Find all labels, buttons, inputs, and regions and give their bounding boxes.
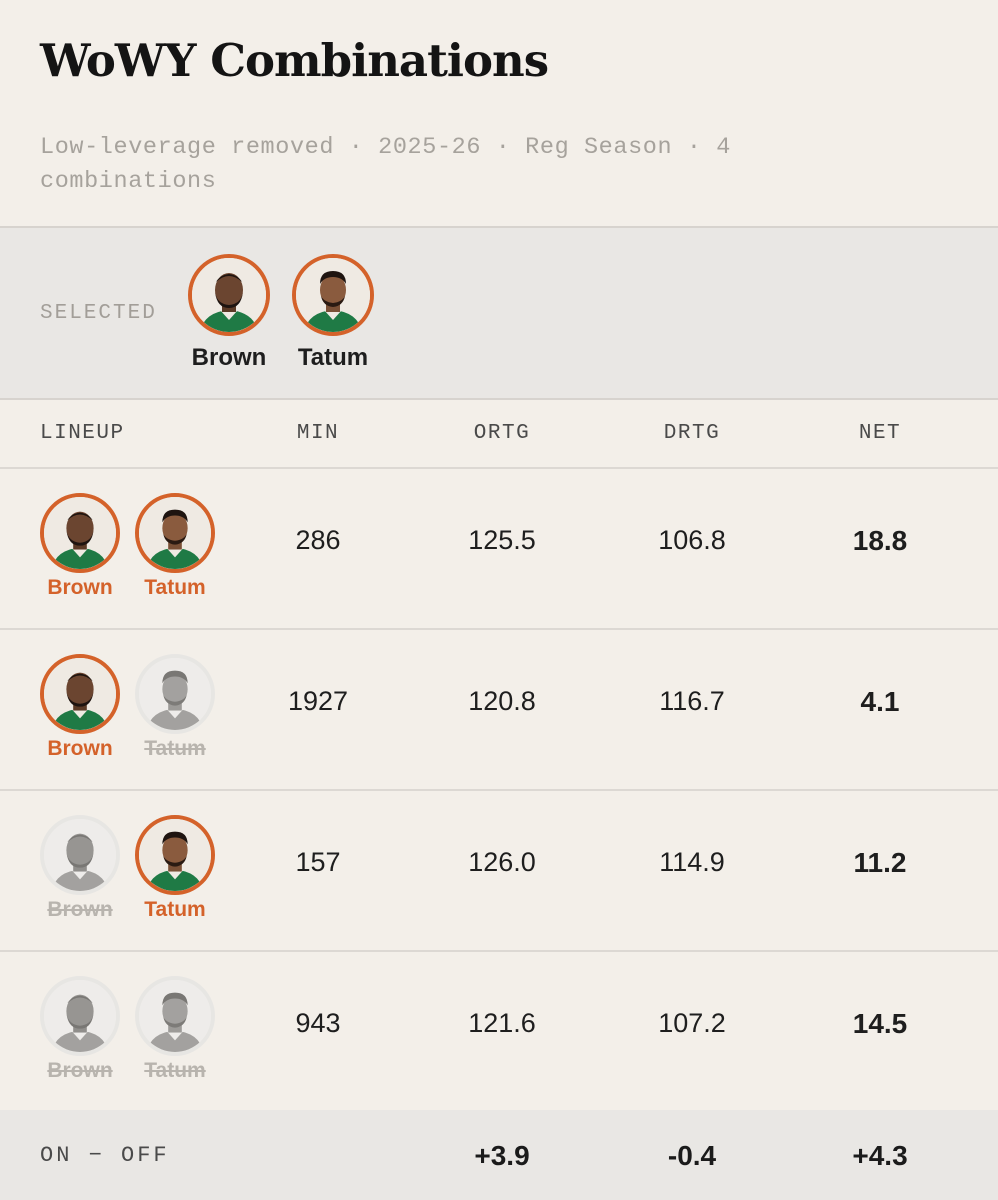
table-row[interactable]: Brown Tatum 157 126.0 114.9 11.2 bbox=[0, 791, 998, 952]
min-cell: 286 bbox=[295, 525, 341, 555]
table-row[interactable]: Brown Tatum 1927 120.8 116.7 4.1 bbox=[0, 630, 998, 791]
page-header: WoWY Combinations Low-leverage removed ·… bbox=[0, 0, 998, 225]
lineup-player-name: Brown bbox=[47, 1059, 113, 1082]
lineup-player-tatum: Tatum bbox=[133, 654, 217, 761]
player-headshot-icon bbox=[40, 493, 120, 573]
on-off-summary-row: ON − OFF +3.9 -0.4 +4.3 bbox=[0, 1110, 998, 1200]
ortg-cell: 126.0 bbox=[468, 847, 536, 877]
table-header: LINEUP MIN ORTG DRTG NET bbox=[0, 399, 998, 469]
ortg-cell: 120.8 bbox=[468, 686, 536, 716]
on-off-label: ON − OFF bbox=[40, 1143, 170, 1168]
lineup-player-name: Brown bbox=[47, 898, 113, 921]
net-cell: 4.1 bbox=[860, 686, 900, 717]
table-row[interactable]: Brown Tatum 943 121.6 107.2 14.5 bbox=[0, 952, 998, 1113]
player-headshot-icon bbox=[188, 254, 270, 336]
page-title: WoWY Combinations bbox=[40, 34, 549, 87]
column-header-lineup[interactable]: LINEUP bbox=[40, 422, 125, 445]
lineup-player-name: Tatum bbox=[144, 898, 206, 921]
lineup-cell: Brown Tatum bbox=[38, 976, 218, 1096]
lineup-player-name: Tatum bbox=[144, 737, 206, 760]
player-headshot-icon bbox=[40, 976, 120, 1056]
selected-label: SELECTED bbox=[40, 302, 157, 325]
selected-player-name: Brown bbox=[191, 344, 267, 371]
selected-player-brown[interactable]: Brown bbox=[179, 254, 279, 372]
ortg-cell: 121.6 bbox=[468, 1008, 536, 1038]
on-off-ortg: +3.9 bbox=[474, 1140, 530, 1171]
column-header-net[interactable]: NET bbox=[858, 422, 902, 445]
lineup-player-tatum: Tatum bbox=[133, 976, 217, 1083]
lineup-cell: Brown Tatum bbox=[38, 654, 218, 774]
player-headshot-icon bbox=[135, 815, 215, 895]
selected-player-name: Tatum bbox=[297, 344, 369, 371]
player-headshot-icon bbox=[40, 654, 120, 734]
lineup-player-brown: Brown bbox=[38, 976, 122, 1083]
min-cell: 1927 bbox=[287, 686, 349, 716]
selected-players-bar: SELECTED Brown bbox=[0, 226, 998, 400]
drtg-cell: 106.8 bbox=[658, 525, 726, 555]
lineup-player-brown: Brown bbox=[38, 815, 122, 922]
net-cell: 18.8 bbox=[852, 525, 908, 556]
lineup-player-brown: Brown bbox=[38, 493, 122, 600]
player-headshot-icon bbox=[135, 493, 215, 573]
lineup-player-tatum: Tatum bbox=[133, 815, 217, 922]
min-cell: 943 bbox=[295, 1008, 341, 1038]
column-header-ortg[interactable]: ORTG bbox=[473, 422, 531, 445]
player-headshot-icon bbox=[135, 976, 215, 1056]
lineup-cell: Brown Tatum bbox=[38, 493, 218, 613]
player-headshot-icon bbox=[40, 815, 120, 895]
table-row[interactable]: Brown Tatum 286 125.5 106.8 18.8 bbox=[0, 469, 998, 630]
lineup-player-name: Tatum bbox=[144, 1059, 206, 1082]
column-header-drtg[interactable]: DRTG bbox=[663, 422, 721, 445]
on-off-drtg: -0.4 bbox=[667, 1140, 717, 1171]
lineup-cell: Brown Tatum bbox=[38, 815, 218, 935]
net-cell: 14.5 bbox=[852, 1008, 908, 1039]
selected-player-tatum[interactable]: Tatum bbox=[283, 254, 383, 372]
player-headshot-icon bbox=[135, 654, 215, 734]
lineup-player-brown: Brown bbox=[38, 654, 122, 761]
lineup-player-name: Brown bbox=[47, 737, 113, 760]
player-headshot-icon bbox=[292, 254, 374, 336]
page-subtitle: Low-leverage removed · 2025-26 · Reg Sea… bbox=[40, 134, 732, 195]
column-header-min[interactable]: MIN bbox=[296, 422, 340, 445]
drtg-cell: 114.9 bbox=[659, 847, 725, 877]
lineup-player-name: Tatum bbox=[144, 576, 206, 599]
net-cell: 11.2 bbox=[853, 847, 907, 878]
lineup-player-name: Brown bbox=[47, 576, 113, 599]
lineup-player-tatum: Tatum bbox=[133, 493, 217, 600]
drtg-cell: 116.7 bbox=[659, 686, 725, 716]
drtg-cell: 107.2 bbox=[658, 1008, 726, 1038]
ortg-cell: 125.5 bbox=[468, 525, 536, 555]
on-off-net: +4.3 bbox=[852, 1140, 908, 1171]
min-cell: 157 bbox=[295, 847, 341, 877]
